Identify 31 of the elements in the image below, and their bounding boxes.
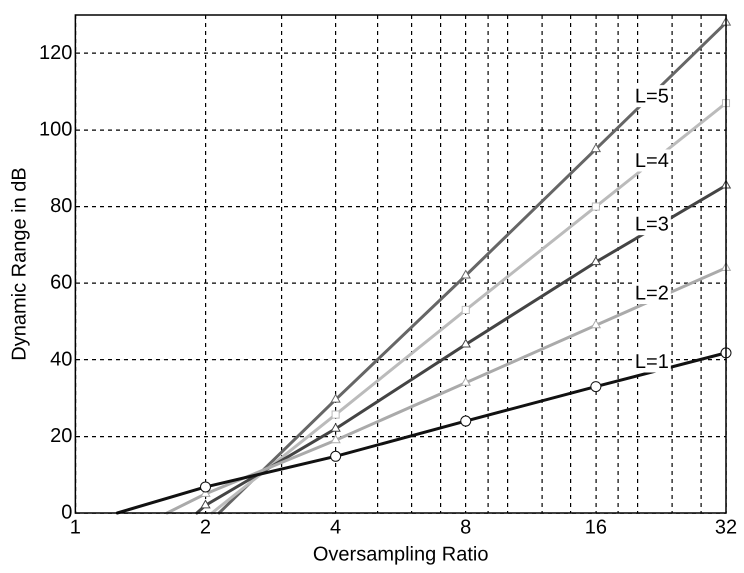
x-tick-label: 8 (460, 516, 472, 539)
x-tick-label: 1 (70, 516, 81, 539)
y-tick-label: 60 (50, 272, 72, 294)
y-tick-label: 40 (50, 348, 72, 370)
point (330, 423, 340, 432)
y-axis-title: Dynamic Range in dB (8, 167, 31, 361)
y-tick-label: 100 (38, 118, 72, 140)
point (200, 481, 211, 492)
point (591, 320, 601, 328)
series-label: L=4 (634, 150, 669, 172)
y-tick-label: 80 (50, 195, 72, 218)
point (460, 377, 471, 386)
series-label: L=1 (634, 350, 669, 373)
point (590, 381, 602, 392)
point (460, 338, 471, 348)
x-axis-title: Oversampling Ratio (312, 544, 488, 566)
series-label: L=5 (634, 86, 669, 108)
x-tick-label: 32 (714, 516, 738, 539)
y-tick-label: 120 (38, 42, 72, 64)
point (460, 416, 472, 427)
y-tick-label: 0 (61, 502, 72, 524)
x-tick-label: 4 (330, 516, 342, 539)
y-tick-label: 20 (50, 424, 72, 447)
point (330, 450, 342, 462)
x-tick-label: 16 (584, 516, 607, 539)
point (200, 500, 210, 508)
series-label: L=3 (634, 214, 669, 236)
point (330, 434, 340, 444)
point (591, 256, 601, 266)
series-label: L=2 (634, 282, 669, 305)
x-tick-label: 2 (200, 516, 212, 539)
